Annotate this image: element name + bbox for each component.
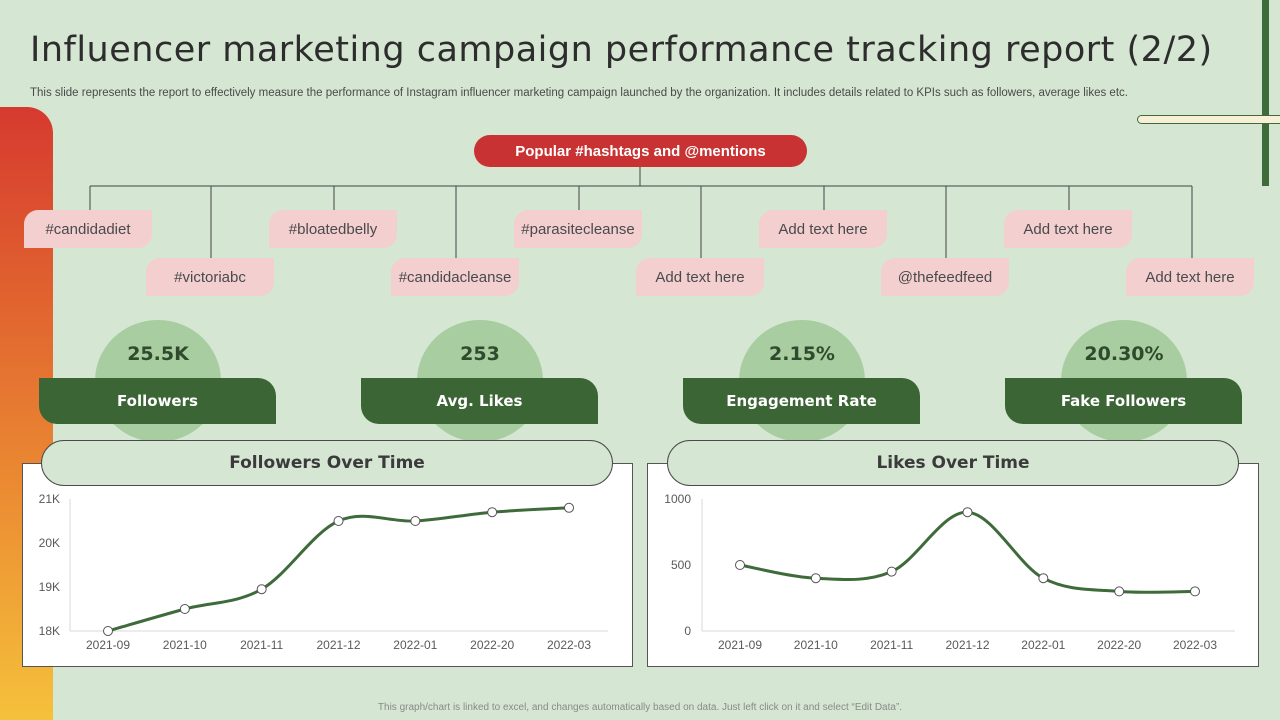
right-accent-tab [1137,115,1280,124]
kpi-label-fake-followers: Fake Followers [1005,378,1242,424]
data-point [333,516,344,526]
y-tick-label: 18K [39,624,60,638]
followers-chart-title: Followers Over Time [41,440,613,486]
x-tick-label: 2022-03 [1173,638,1217,652]
data-point [1038,573,1049,584]
data-point [564,502,574,513]
hashtag-tag: @thefeedfeed [881,258,1009,296]
x-tick-label: 2022-20 [1097,638,1141,652]
y-tick-label: 20K [39,536,60,550]
x-tick-label: 2021-09 [718,638,762,652]
kpi-label-avg-likes: Avg. Likes [361,378,598,424]
data-point [487,507,498,518]
hashtag-tag: Add text here [759,210,887,248]
kpi-value-fake-followers: 20.30% [1084,343,1164,365]
data-point [256,584,267,595]
y-tick-label: 19K [39,580,60,594]
y-tick-label: 1000 [664,492,691,506]
x-tick-label: 2022-03 [547,638,591,652]
hashtags-header: Popular #hashtags and @mentions [474,135,807,167]
slide-subtitle: This slide represents the report to effe… [30,87,1128,99]
kpi-value-avg-likes: 253 [460,343,500,365]
x-tick-label: 2022-01 [393,638,437,652]
data-point [810,573,821,584]
hashtag-tag: Add text here [636,258,764,296]
likes-chart-panel [647,463,1259,667]
x-tick-label: 2021-10 [794,638,838,652]
data-point [1190,586,1200,597]
kpi-label-engagement-rate: Engagement Rate [683,378,920,424]
x-tick-label: 2021-11 [870,638,913,652]
likes-line-chart: 0 500 1000 2021-09 2021-10 2021-11 2021-12 2022… [664,492,1235,652]
data-point [962,507,973,518]
kpi-value-followers: 25.5K [127,343,189,365]
likes-chart-title: Likes Over Time [667,440,1239,486]
slide-title: Influencer marketing campaign performanc… [30,30,1213,70]
data-point [103,626,113,636]
x-tick-label: 2022-20 [470,638,514,652]
data-point [410,516,421,526]
y-tick-label: 0 [684,624,691,638]
kpi-value-engagement-rate: 2.15% [769,343,835,365]
right-accent-bar [1262,0,1269,186]
data-point [735,560,745,570]
hashtag-tag: #candidacleanse [391,258,519,296]
hashtag-tag: Add text here [1126,258,1254,296]
x-tick-label: 2021-10 [163,638,207,652]
data-point [1114,586,1125,597]
hashtag-tag: #parasitecleanse [514,210,642,248]
y-tick-label: 21K [39,492,60,506]
x-tick-label: 2021-12 [316,638,360,652]
x-tick-label: 2021-11 [240,638,283,652]
x-tick-label: 2021-09 [86,638,130,652]
data-point [179,604,190,614]
data-point [886,566,897,577]
series-line [739,510,1196,594]
x-tick-label: 2021-12 [945,638,989,652]
series-line [107,506,570,633]
footer-note: This graph/chart is linked to excel, and… [377,702,903,713]
x-tick-label: 2022-01 [1021,638,1065,652]
followers-line-chart: 18K 19K 20K 21K 2021-09 2021-10 2021-11 2021-12… [39,492,608,652]
y-tick-label: 500 [671,558,691,572]
hashtag-tag: #candidadiet [24,210,152,248]
kpi-label-followers: Followers [39,378,276,424]
hashtag-tag: Add text here [1004,210,1132,248]
hashtag-tag: #victoriabc [146,258,274,296]
hashtag-tag: #bloatedbelly [269,210,397,248]
